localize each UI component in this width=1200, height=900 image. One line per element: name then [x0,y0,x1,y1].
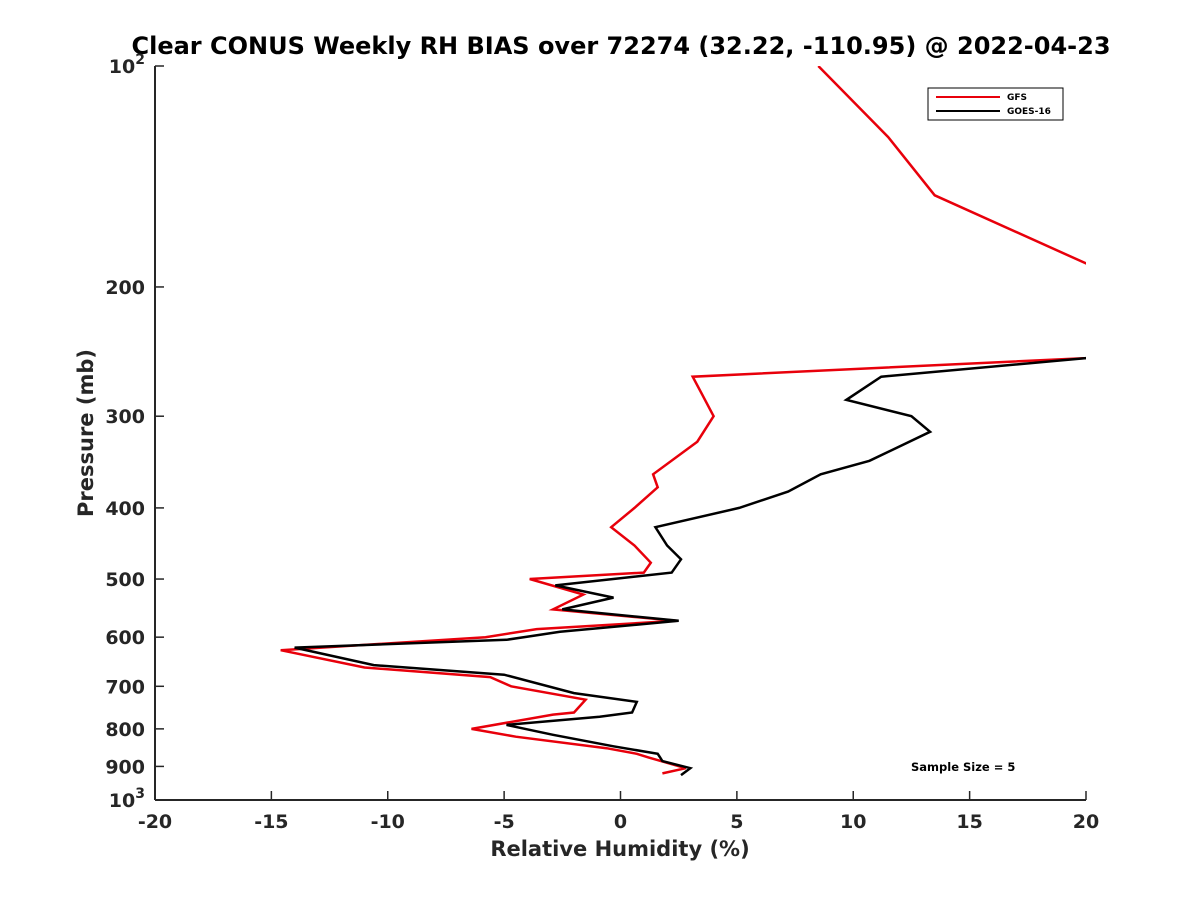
series-line-gfs [280,66,1086,775]
legend-label-gfs: GFS [1007,93,1027,103]
legend-label-goes16: GOES-16 [1007,107,1051,117]
chart-title: Clear CONUS Weekly RH BIAS over 72274 (3… [131,32,1110,60]
x-tick-label: 20 [1073,811,1099,833]
axes-layer: -20 -15 -10 -5 0 5 10 15 20 102 200 300 400 500 600 700… [105,52,1099,833]
y-tick-label: 700 [105,676,145,698]
x-tick-label: -15 [254,811,288,833]
y-tick-label: 500 [105,569,145,591]
sample-size-note: Sample Size = 5 [911,760,1015,774]
y-axis-label: Pressure (mb) [74,349,98,517]
x-tick-label: -5 [494,811,515,833]
series-line-goes16 [294,356,1086,777]
y-tick-label: 600 [105,627,145,649]
legend-box [927,87,1064,121]
x-tick-label: 10 [840,811,866,833]
y-tick-label: 200 [105,277,145,299]
x-tick-label: 15 [956,811,982,833]
legend: GFS GOES-16 [927,87,1064,121]
plot-area: -20 -15 -10 -5 0 5 10 15 20 102 200 300 400 500 600 700… [105,52,1099,833]
series-layer [280,66,1086,777]
x-tick-label: 0 [614,811,627,833]
y-tick-label: 103 [109,786,145,812]
y-tick-label: 300 [105,406,145,428]
y-tick-label: 400 [105,498,145,520]
y-tick-label: 102 [109,52,145,78]
x-tick-label: 5 [730,811,743,833]
x-tick-label: -10 [371,811,405,833]
x-axis-label: Relative Humidity (%) [490,837,749,861]
x-tick-label: -20 [138,811,172,833]
y-tick-label: 900 [105,756,145,778]
y-tick-label: 800 [105,719,145,741]
